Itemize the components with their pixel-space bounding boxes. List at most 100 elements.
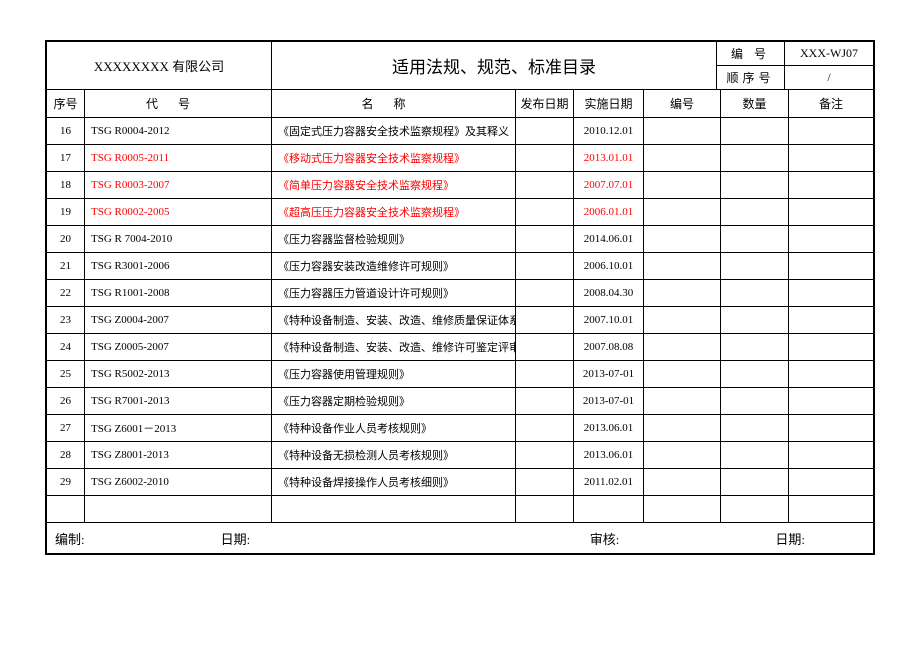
table-row: 18TSG R0003-2007《简单压力容器安全技术监察规程》2007.07.… [47, 172, 873, 199]
cell-code: TSG R0003-2007 [85, 172, 272, 198]
cell-num [644, 145, 721, 171]
cell-num [644, 307, 721, 333]
cell-name: 《特种设备制造、安装、改造、维修许可鉴定评审细则》 [272, 334, 516, 360]
seq-label: 顺序号 [717, 66, 785, 89]
cell-remark [789, 280, 873, 306]
footer-compile: 编制: [47, 529, 93, 548]
col-num: 编号 [644, 90, 721, 117]
cell-impl: 2013.06.01 [574, 442, 644, 468]
cell-pub [516, 226, 574, 252]
cell-seq: 29 [47, 469, 85, 495]
cell-qty [721, 199, 789, 225]
cell-seq: 21 [47, 253, 85, 279]
cell-pub [516, 388, 574, 414]
cell-name: 《压力容器使用管理规则》 [272, 361, 516, 387]
cell-pub [516, 145, 574, 171]
cell-qty [721, 145, 789, 171]
cell-name: 《压力容器定期检验规则》 [272, 388, 516, 414]
cell-num [644, 280, 721, 306]
cell-remark [789, 145, 873, 171]
column-headers: 序号 代号 名称 发布日期 实施日期 编号 数量 备注 [47, 90, 873, 118]
cell-impl: 2013.01.01 [574, 145, 644, 171]
document-title: 适用法规、规范、标准目录 [272, 42, 717, 89]
cell-pub [516, 307, 574, 333]
empty-row [47, 496, 873, 523]
cell-num [644, 253, 721, 279]
cell-qty [721, 442, 789, 468]
table-row: 24TSG Z0005-2007《特种设备制造、安装、改造、维修许可鉴定评审细则… [47, 334, 873, 361]
cell-impl: 2007.10.01 [574, 307, 644, 333]
cell-remark [789, 388, 873, 414]
code-value: XXX-WJ07 [785, 42, 873, 65]
cell-impl: 2014.06.01 [574, 226, 644, 252]
col-pub: 发布日期 [516, 90, 574, 117]
cell-impl: 2013.06.01 [574, 415, 644, 441]
cell-impl: 2013-07-01 [574, 388, 644, 414]
cell-remark [789, 172, 873, 198]
table-row: 16TSG R0004-2012《固定式压力容器安全技术监察规程》及其释义201… [47, 118, 873, 145]
cell-qty [721, 388, 789, 414]
table-row: 29TSG Z6002-2010《特种设备焊接操作人员考核细则》2011.02.… [47, 469, 873, 496]
cell-pub [516, 442, 574, 468]
cell-impl: 2011.02.01 [574, 469, 644, 495]
cell-impl: 2008.04.30 [574, 280, 644, 306]
cell-name: 《压力容器安装改造维修许可规则》 [272, 253, 516, 279]
table-row: 19TSG R0002-2005《超高压压力容器安全技术监察规程》2006.01… [47, 199, 873, 226]
cell-code: TSG R7001-2013 [85, 388, 272, 414]
col-qty: 数量 [721, 90, 789, 117]
cell-qty [721, 361, 789, 387]
table-row: 23TSG Z0004-2007《特种设备制造、安装、改造、维修质量保证体系基本… [47, 307, 873, 334]
document-frame: XXXXXXXX 有限公司 适用法规、规范、标准目录 编 号 XXX-WJ07 … [45, 40, 875, 555]
cell-qty [721, 118, 789, 144]
cell-pub [516, 415, 574, 441]
cell-num [644, 442, 721, 468]
cell-name: 《压力容器压力管道设计许可规则》 [272, 280, 516, 306]
cell-seq: 17 [47, 145, 85, 171]
cell-num [644, 334, 721, 360]
cell-seq: 16 [47, 118, 85, 144]
cell-remark [789, 118, 873, 144]
cell-remark [789, 361, 873, 387]
cell-remark [789, 199, 873, 225]
table-row: 20TSG R 7004-2010《压力容器监督检验规则》2014.06.01 [47, 226, 873, 253]
cell-name: 《超高压压力容器安全技术监察规程》 [272, 199, 516, 225]
cell-impl: 2006.10.01 [574, 253, 644, 279]
cell-impl: 2010.12.01 [574, 118, 644, 144]
cell-code: TSG R0002-2005 [85, 199, 272, 225]
cell-code: TSG R5002-2013 [85, 361, 272, 387]
cell-pub [516, 361, 574, 387]
col-seq: 序号 [47, 90, 85, 117]
cell-name: 《简单压力容器安全技术监察规程》 [272, 172, 516, 198]
table-row: 17TSG R0005-2011《移动式压力容器安全技术监察规程》2013.01… [47, 145, 873, 172]
cell-pub [516, 199, 574, 225]
cell-name: 《固定式压力容器安全技术监察规程》及其释义 [272, 118, 516, 144]
col-code: 代号 [85, 90, 272, 117]
cell-num [644, 388, 721, 414]
table-row: 21TSG R3001-2006《压力容器安装改造维修许可规则》2006.10.… [47, 253, 873, 280]
table-row: 22TSG R1001-2008《压力容器压力管道设计许可规则》2008.04.… [47, 280, 873, 307]
col-remark: 备注 [789, 90, 873, 117]
cell-seq: 28 [47, 442, 85, 468]
cell-qty [721, 253, 789, 279]
cell-code: TSG Z8001-2013 [85, 442, 272, 468]
cell-name: 《特种设备制造、安装、改造、维修质量保证体系基本要求》 [272, 307, 516, 333]
meta-block: 编 号 XXX-WJ07 顺序号 / [717, 42, 873, 89]
cell-pub [516, 172, 574, 198]
cell-remark [789, 334, 873, 360]
cell-name: 《压力容器监督检验规则》 [272, 226, 516, 252]
table-row: 27TSG Z6001－2013《特种设备作业人员考核规则》2013.06.01 [47, 415, 873, 442]
cell-num [644, 415, 721, 441]
cell-seq: 20 [47, 226, 85, 252]
footer-date1: 日期: [213, 529, 259, 548]
cell-code: TSG R1001-2008 [85, 280, 272, 306]
cell-remark [789, 469, 873, 495]
cell-num [644, 469, 721, 495]
company-name: XXXXXXXX 有限公司 [47, 42, 272, 89]
cell-impl: 2006.01.01 [574, 199, 644, 225]
cell-seq: 25 [47, 361, 85, 387]
cell-qty [721, 469, 789, 495]
col-impl: 实施日期 [574, 90, 644, 117]
cell-name: 《特种设备无损检测人员考核规则》 [272, 442, 516, 468]
cell-code: TSG R0005-2011 [85, 145, 272, 171]
cell-remark [789, 415, 873, 441]
